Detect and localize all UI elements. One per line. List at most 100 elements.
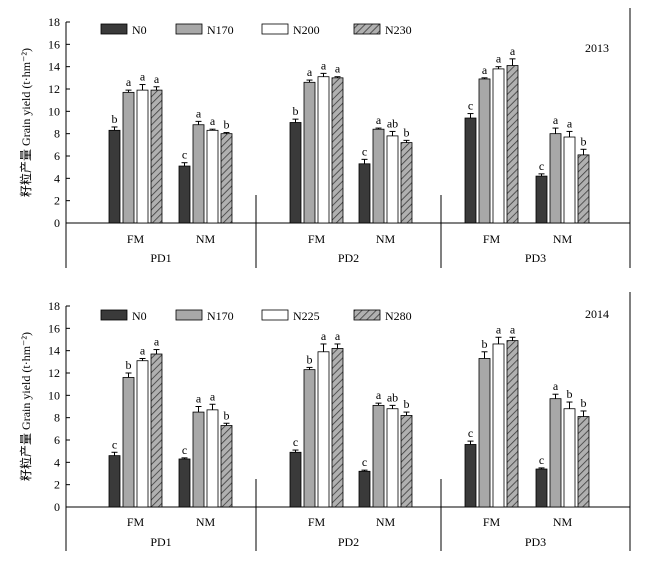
significance-letter: c xyxy=(293,435,298,449)
significance-letter: c xyxy=(362,144,367,158)
bar xyxy=(492,343,505,508)
y-tick-label: 16 xyxy=(48,37,60,51)
bar xyxy=(535,175,548,224)
bar xyxy=(122,91,135,224)
legend-swatch xyxy=(261,309,289,321)
y-tick-label: 14 xyxy=(48,60,60,74)
bar xyxy=(506,340,519,508)
group-label: FM xyxy=(483,232,501,246)
significance-letter: b xyxy=(112,112,118,126)
bar xyxy=(289,122,302,224)
y-tick-label: 2 xyxy=(54,478,60,492)
y-tick-label: 18 xyxy=(48,15,60,29)
significance-letter: a xyxy=(376,113,382,127)
legend-label: N170 xyxy=(207,309,234,323)
bar xyxy=(136,360,149,508)
year-label: 2013 xyxy=(585,41,609,55)
bar xyxy=(303,369,316,508)
significance-letter: a xyxy=(126,75,132,89)
significance-letter: c xyxy=(182,148,187,162)
year-label: 2014 xyxy=(585,307,609,321)
significance-letter: a xyxy=(553,379,559,393)
significance-letter: b xyxy=(224,408,230,422)
bar xyxy=(122,377,135,508)
bar xyxy=(386,408,399,508)
significance-letter: b xyxy=(581,396,587,410)
legend-swatch xyxy=(353,23,381,35)
bar xyxy=(108,455,121,508)
y-tick-label: 0 xyxy=(54,500,60,514)
group-label: NM xyxy=(553,515,573,529)
group-label: FM xyxy=(483,515,501,529)
y-tick-label: 12 xyxy=(48,366,60,380)
period-label: PD1 xyxy=(150,535,171,549)
bar xyxy=(386,135,399,224)
group-label: FM xyxy=(308,232,326,246)
significance-letter: b xyxy=(404,125,410,139)
legend-label: N230 xyxy=(385,23,412,37)
group-label: NM xyxy=(376,515,396,529)
bar xyxy=(563,136,576,224)
significance-letter: ab xyxy=(387,390,398,404)
bar xyxy=(331,348,344,508)
y-tick-label: 4 xyxy=(54,455,60,469)
bar xyxy=(549,133,562,224)
legend-swatch xyxy=(175,23,203,35)
bar xyxy=(400,142,413,224)
significance-letter: a xyxy=(154,72,160,86)
bar xyxy=(506,65,519,224)
significance-letter: b xyxy=(482,337,488,351)
bar xyxy=(577,416,590,508)
legend-label: N225 xyxy=(293,309,320,323)
period-label: PD2 xyxy=(338,251,359,265)
significance-letter: a xyxy=(482,63,488,77)
legend-label: N280 xyxy=(385,309,412,323)
legend-swatch xyxy=(100,23,128,35)
y-tick-label: 14 xyxy=(48,344,60,358)
significance-letter: c xyxy=(182,443,187,457)
y-tick-label: 0 xyxy=(54,216,60,230)
legend-label: N0 xyxy=(132,309,147,323)
significance-letter: a xyxy=(307,65,313,79)
group-label: NM xyxy=(553,232,573,246)
bar xyxy=(289,451,302,508)
legend-swatch xyxy=(100,309,128,321)
significance-letter: a xyxy=(210,389,216,403)
legend-swatch xyxy=(175,309,203,321)
y-tick-label: 8 xyxy=(54,411,60,425)
significance-letter: a xyxy=(567,116,573,130)
significance-letter: a xyxy=(335,62,341,76)
bar xyxy=(464,444,477,508)
significance-letter: a xyxy=(496,322,502,336)
group-label: NM xyxy=(376,232,396,246)
chart-panel-2014: 0 2 4 6 8 10 12 14 16 18 籽粒产量 Grain yield (t·hm⁻²)… xyxy=(18,292,631,551)
significance-letter: b xyxy=(581,134,587,148)
significance-letter: a xyxy=(376,388,382,402)
bar xyxy=(192,124,205,224)
bar xyxy=(400,415,413,508)
significance-letter: b xyxy=(293,104,299,118)
significance-letter: a xyxy=(496,52,502,66)
group-label: FM xyxy=(127,232,145,246)
bar xyxy=(372,128,385,224)
bar xyxy=(358,470,371,508)
y-tick-label: 18 xyxy=(48,299,60,313)
significance-letter: a xyxy=(140,70,146,84)
bar xyxy=(492,68,505,224)
significance-letter: c xyxy=(362,455,367,469)
bar xyxy=(303,81,316,224)
bar xyxy=(331,77,344,224)
y-tick-label: 16 xyxy=(48,321,60,335)
legend-label: N0 xyxy=(132,23,147,37)
bar xyxy=(206,409,219,508)
group-label: NM xyxy=(196,232,216,246)
bar xyxy=(178,458,191,508)
bar xyxy=(206,129,219,224)
bar xyxy=(549,398,562,508)
significance-letter: c xyxy=(468,99,473,113)
y-tick-label: 10 xyxy=(48,388,60,402)
significance-letter: a xyxy=(510,44,516,58)
bar xyxy=(150,353,163,508)
significance-letter: c xyxy=(112,437,117,451)
